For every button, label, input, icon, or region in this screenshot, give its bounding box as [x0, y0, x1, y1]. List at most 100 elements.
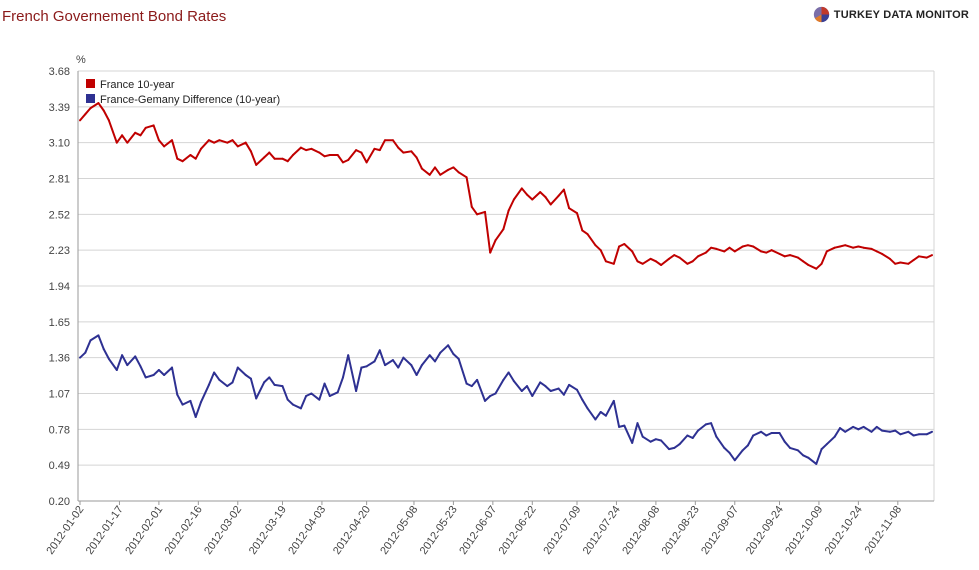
data-point[interactable]: [723, 446, 726, 449]
data-point[interactable]: [796, 256, 799, 259]
data-point[interactable]: [526, 385, 529, 388]
data-point[interactable]: [249, 377, 252, 380]
data-point[interactable]: [152, 124, 155, 127]
data-point[interactable]: [649, 257, 652, 260]
data-point[interactable]: [825, 250, 828, 253]
data-point[interactable]: [765, 251, 768, 254]
data-point[interactable]: [134, 131, 137, 134]
data-point[interactable]: [268, 151, 271, 154]
data-point[interactable]: [604, 260, 607, 263]
data-point[interactable]: [189, 154, 192, 157]
data-point[interactable]: [218, 378, 221, 381]
data-point[interactable]: [391, 139, 394, 142]
data-point[interactable]: [857, 245, 860, 248]
data-point[interactable]: [862, 425, 865, 428]
data-point[interactable]: [176, 393, 179, 396]
data-point[interactable]: [820, 448, 823, 451]
data-point[interactable]: [581, 229, 584, 232]
data-point[interactable]: [299, 407, 302, 410]
data-point[interactable]: [778, 432, 781, 435]
data-point[interactable]: [507, 371, 510, 374]
data-point[interactable]: [126, 141, 129, 144]
data-point[interactable]: [420, 364, 423, 367]
data-point[interactable]: [802, 454, 805, 457]
data-point[interactable]: [870, 430, 873, 433]
data-point[interactable]: [189, 399, 192, 402]
data-point[interactable]: [355, 390, 358, 393]
data-point[interactable]: [139, 365, 142, 368]
data-point[interactable]: [907, 262, 910, 265]
data-point[interactable]: [226, 141, 229, 144]
data-point[interactable]: [89, 339, 92, 342]
data-point[interactable]: [452, 166, 455, 169]
data-point[interactable]: [365, 365, 368, 368]
data-point[interactable]: [802, 260, 805, 263]
data-point[interactable]: [236, 145, 239, 148]
data-point[interactable]: [723, 250, 726, 253]
data-point[interactable]: [502, 378, 505, 381]
data-point[interactable]: [612, 262, 615, 265]
data-point[interactable]: [562, 393, 565, 396]
data-point[interactable]: [483, 210, 486, 213]
data-point[interactable]: [526, 193, 529, 196]
data-point[interactable]: [244, 373, 247, 376]
data-point[interactable]: [746, 244, 749, 247]
data-point[interactable]: [636, 422, 639, 425]
data-point[interactable]: [912, 259, 915, 262]
data-point[interactable]: [917, 433, 920, 436]
data-point[interactable]: [470, 385, 473, 388]
data-point[interactable]: [838, 427, 841, 430]
data-point[interactable]: [181, 403, 184, 406]
data-point[interactable]: [286, 398, 289, 401]
data-point[interactable]: [470, 205, 473, 208]
data-point[interactable]: [715, 435, 718, 438]
data-point[interactable]: [852, 425, 855, 428]
data-point[interactable]: [539, 381, 542, 384]
data-point[interactable]: [305, 394, 308, 397]
data-point[interactable]: [857, 428, 860, 431]
data-point[interactable]: [888, 430, 891, 433]
data-point[interactable]: [207, 383, 210, 386]
data-point[interactable]: [434, 360, 436, 363]
data-point[interactable]: [604, 414, 607, 417]
data-point[interactable]: [494, 239, 497, 242]
data-point[interactable]: [199, 147, 202, 150]
data-point[interactable]: [586, 233, 589, 236]
data-point[interactable]: [457, 357, 460, 360]
data-point[interactable]: [263, 156, 266, 159]
data-point[interactable]: [84, 113, 87, 116]
data-point[interactable]: [347, 354, 350, 357]
data-point[interactable]: [925, 256, 928, 259]
data-point[interactable]: [549, 203, 552, 206]
data-point[interactable]: [79, 119, 81, 122]
data-point[interactable]: [336, 154, 339, 157]
data-point[interactable]: [844, 244, 847, 247]
data-point[interactable]: [102, 109, 105, 112]
data-point[interactable]: [126, 364, 129, 367]
data-point[interactable]: [465, 176, 468, 179]
data-point[interactable]: [539, 191, 542, 194]
data-point[interactable]: [576, 388, 578, 391]
data-point[interactable]: [410, 150, 413, 153]
data-point[interactable]: [557, 194, 560, 197]
data-point[interactable]: [894, 429, 897, 432]
data-point[interactable]: [281, 157, 284, 160]
data-point[interactable]: [612, 399, 615, 402]
data-point[interactable]: [741, 245, 744, 248]
data-point[interactable]: [557, 387, 560, 390]
data-point[interactable]: [152, 373, 155, 376]
data-point[interactable]: [97, 334, 100, 337]
data-point[interactable]: [273, 157, 276, 160]
data-point[interactable]: [255, 397, 258, 400]
data-point[interactable]: [355, 149, 358, 152]
data-point[interactable]: [576, 212, 578, 215]
data-point[interactable]: [502, 228, 505, 231]
data-point[interactable]: [194, 157, 197, 160]
data-point[interactable]: [833, 246, 836, 249]
data-point[interactable]: [360, 151, 363, 154]
data-point[interactable]: [79, 356, 81, 359]
data-point[interactable]: [310, 392, 313, 395]
data-point[interactable]: [428, 354, 431, 357]
data-point[interactable]: [844, 430, 847, 433]
data-point[interactable]: [815, 267, 818, 270]
